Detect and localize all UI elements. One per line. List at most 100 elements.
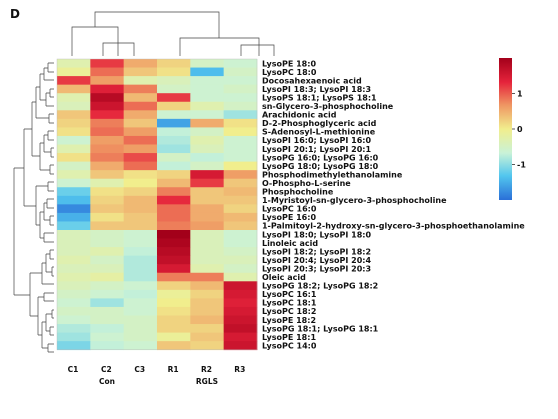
heatmap-cell: [190, 212, 225, 222]
row-label: Phosphocholine: [262, 188, 334, 197]
heatmap-cell: [156, 315, 191, 325]
group-label: RGLS: [196, 377, 218, 386]
heatmap-cell: [223, 118, 258, 128]
heatmap-cell: [190, 341, 225, 351]
row-dendrogram: [13, 62, 54, 353]
heatmap-cell: [90, 76, 125, 86]
heatmap-cell: [90, 144, 125, 154]
heatmap-cell: [90, 195, 125, 205]
heatmap-cell: [223, 281, 258, 291]
heatmap-cell: [123, 315, 158, 325]
heatmap-cell: [223, 144, 258, 154]
heatmap-cell: [123, 306, 158, 316]
heatmap-cell: [57, 170, 91, 180]
heatmap-cell: [190, 110, 225, 120]
heatmap-cell: [223, 264, 258, 274]
heatmap-cell: [190, 324, 225, 333]
heatmap-cell: [57, 315, 91, 325]
heatmap-cell: [190, 230, 225, 239]
heatmap-cell: [90, 238, 125, 248]
heatmap-cell: [57, 306, 91, 316]
heatmap-cell: [190, 255, 225, 265]
heatmap-cell: [123, 332, 158, 342]
heatmap-cell: [190, 306, 225, 316]
heatmap-cell: [223, 135, 258, 145]
heatmap-cell: [190, 118, 225, 128]
row-label: LysoPE 18:0: [262, 59, 316, 68]
heatmap-cell: [57, 298, 91, 308]
heatmap-cell: [90, 212, 125, 222]
color-scale-tick-label: 1: [517, 90, 523, 99]
heatmap-cell: [223, 272, 258, 282]
heatmap-cell: [156, 76, 191, 86]
heatmap-cell: [57, 118, 91, 128]
heatmap-cell: [123, 118, 158, 128]
row-label: LysoPC 18:1: [262, 299, 317, 308]
column-dendrogram: [71, 11, 275, 56]
heatmap-cell: [156, 135, 191, 145]
heatmap-cell: [190, 238, 225, 248]
heatmap-cell: [156, 170, 191, 180]
heatmap-cell: [156, 93, 191, 103]
heatmap-cell: [123, 135, 158, 145]
heatmap-cell: [90, 272, 125, 282]
row-label: LysoPI 18:2; LysoPI 18:2: [262, 247, 371, 256]
heatmap-cell: [57, 76, 91, 86]
heatmap-cell: [223, 195, 258, 205]
heatmap-cell: [190, 315, 225, 325]
heatmap-cell: [57, 127, 91, 137]
heatmap-cell: [156, 272, 191, 282]
heatmap-cell: [57, 144, 91, 154]
heatmap-cell: [90, 332, 125, 342]
heatmap-cell: [156, 298, 191, 308]
heatmap-cell: [123, 127, 158, 137]
color-scale-tick-label: -1: [517, 161, 526, 170]
heatmap-cell: [223, 59, 258, 68]
heatmap-cell: [90, 93, 125, 103]
heatmap-cell: [190, 247, 225, 257]
heatmap-cell: [123, 76, 158, 86]
color-scale-legend: 1 0 -1: [499, 58, 526, 200]
color-scale-bar: [499, 58, 512, 200]
heatmap-cell: [123, 341, 158, 351]
heatmap-cell: [90, 170, 125, 180]
heatmap-cell: [57, 247, 91, 257]
heatmap-cell: [90, 247, 125, 257]
heatmap-cell: [156, 144, 191, 154]
heatmap-cell: [90, 221, 125, 231]
heatmap-cell: [156, 178, 191, 188]
heatmap-cell: [123, 67, 158, 77]
group-label: Con: [99, 377, 115, 386]
color-scale-tick-label: 0: [517, 125, 523, 134]
heatmap-cell: [123, 59, 158, 68]
row-label: D-2-Phosphoglyceric acid: [262, 119, 377, 128]
row-label: LysoPC 16:0: [262, 205, 317, 214]
heatmap-cell: [223, 221, 258, 231]
heatmap-cell: [90, 204, 125, 214]
color-scale-ticks: 1 0 -1: [512, 90, 526, 170]
heatmap-cell: [57, 153, 91, 162]
heatmap-cell: [57, 93, 91, 103]
heatmap-cell: [123, 221, 158, 231]
heatmap-cell: [156, 289, 191, 299]
heatmap-cell: [123, 204, 158, 214]
heatmap-cell: [90, 110, 125, 120]
heatmap-cell: [223, 101, 258, 111]
heatmap-cell: [90, 315, 125, 325]
heatmap-cell: [223, 315, 258, 325]
heatmap-cell: [190, 135, 225, 145]
heatmap-cell: [156, 101, 191, 111]
heatmap-cell: [90, 341, 125, 351]
panel-label: D: [10, 7, 20, 21]
heatmap-cell: [156, 67, 191, 77]
heatmap-cell: [190, 93, 225, 103]
heatmap-cell: [57, 332, 91, 342]
heatmap-cell: [57, 230, 91, 239]
heatmap-cell: [223, 204, 258, 214]
row-label: Arachidonic acid: [262, 111, 337, 120]
heatmap-cell: [223, 324, 258, 333]
heatmap-cell: [57, 59, 91, 68]
heatmap-cell: [57, 255, 91, 265]
heatmap-cell: [123, 212, 158, 222]
